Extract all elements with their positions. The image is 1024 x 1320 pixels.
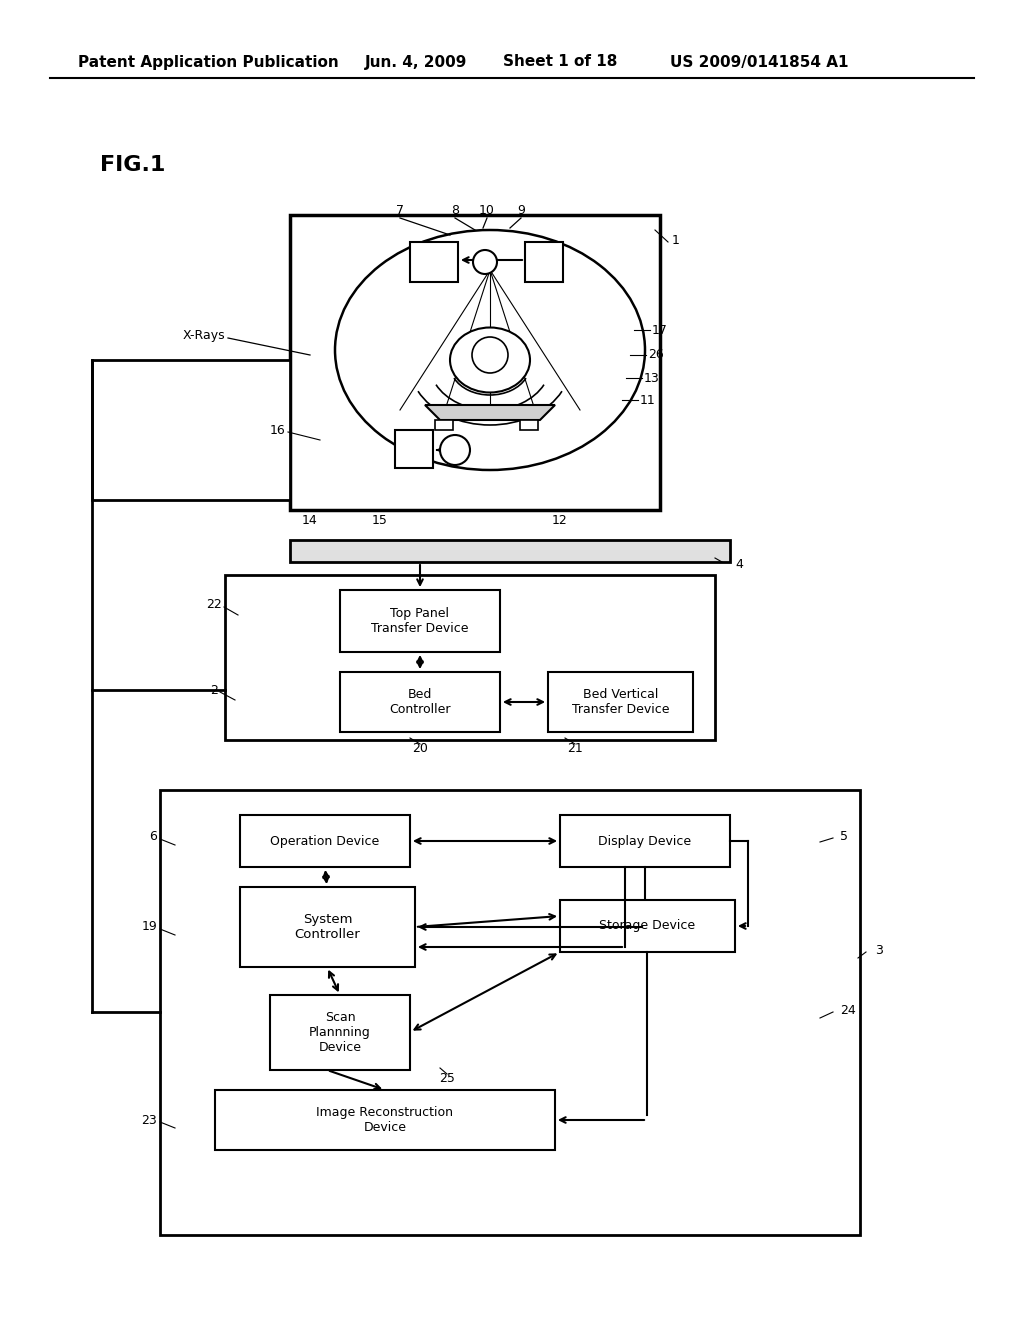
Text: 2: 2: [210, 684, 218, 697]
Bar: [435, 420, 453, 430]
Text: 13: 13: [644, 371, 659, 384]
Bar: [160, 789, 860, 1236]
Text: System
Controller: System Controller: [295, 913, 360, 941]
Text: 11: 11: [640, 393, 655, 407]
Bar: [270, 995, 410, 1071]
Text: Sheet 1 of 18: Sheet 1 of 18: [503, 54, 617, 70]
Bar: [340, 590, 500, 652]
Text: Patent Application Publication: Patent Application Publication: [78, 54, 339, 70]
Text: 21: 21: [567, 742, 583, 755]
Bar: [92, 360, 290, 500]
Text: Bed Vertical
Transfer Device: Bed Vertical Transfer Device: [571, 688, 670, 715]
Text: Top Panel
Transfer Device: Top Panel Transfer Device: [372, 607, 469, 635]
Bar: [560, 814, 730, 867]
Text: 24: 24: [840, 1003, 856, 1016]
Text: Image Reconstruction
Device: Image Reconstruction Device: [316, 1106, 454, 1134]
Circle shape: [473, 249, 497, 275]
Circle shape: [440, 436, 470, 465]
Text: 23: 23: [141, 1114, 157, 1126]
Text: 3: 3: [874, 944, 883, 957]
Bar: [548, 672, 693, 733]
Text: 7: 7: [396, 203, 404, 216]
Circle shape: [472, 337, 508, 374]
Bar: [240, 887, 415, 968]
Text: Jun. 4, 2009: Jun. 4, 2009: [365, 54, 467, 70]
Text: Scan
Plannning
Device: Scan Plannning Device: [309, 1011, 371, 1053]
Text: 8: 8: [451, 203, 459, 216]
Text: 6: 6: [150, 830, 157, 843]
Ellipse shape: [335, 230, 645, 470]
Text: US 2009/0141854 A1: US 2009/0141854 A1: [670, 54, 849, 70]
Text: 17: 17: [652, 323, 668, 337]
Text: 14: 14: [302, 513, 317, 527]
Bar: [340, 672, 500, 733]
Text: 10: 10: [479, 203, 495, 216]
Text: 16: 16: [269, 424, 285, 437]
Bar: [525, 242, 563, 282]
Text: Display Device: Display Device: [598, 834, 691, 847]
Text: 12: 12: [552, 513, 568, 527]
Text: 4: 4: [735, 558, 742, 572]
Text: 22: 22: [206, 598, 222, 611]
Text: 15: 15: [372, 513, 388, 527]
Bar: [520, 420, 538, 430]
Text: Storage Device: Storage Device: [599, 920, 695, 932]
Text: 26: 26: [648, 348, 664, 362]
Bar: [395, 430, 433, 469]
Text: 9: 9: [517, 203, 525, 216]
Text: 19: 19: [141, 920, 157, 933]
Ellipse shape: [450, 327, 530, 392]
Bar: [410, 242, 458, 282]
Text: 1: 1: [672, 234, 680, 247]
Polygon shape: [425, 405, 555, 420]
Text: 20: 20: [412, 742, 428, 755]
Bar: [290, 215, 660, 510]
Text: Operation Device: Operation Device: [270, 834, 380, 847]
Bar: [560, 900, 735, 952]
Bar: [215, 1090, 555, 1150]
Text: 5: 5: [840, 830, 848, 843]
Text: FIG.1: FIG.1: [100, 154, 165, 176]
Bar: [225, 576, 715, 741]
Text: Bed
Controller: Bed Controller: [389, 688, 451, 715]
Text: 25: 25: [439, 1072, 455, 1085]
Bar: [290, 540, 730, 562]
Text: X-Rays: X-Rays: [182, 329, 225, 342]
Bar: [240, 814, 410, 867]
